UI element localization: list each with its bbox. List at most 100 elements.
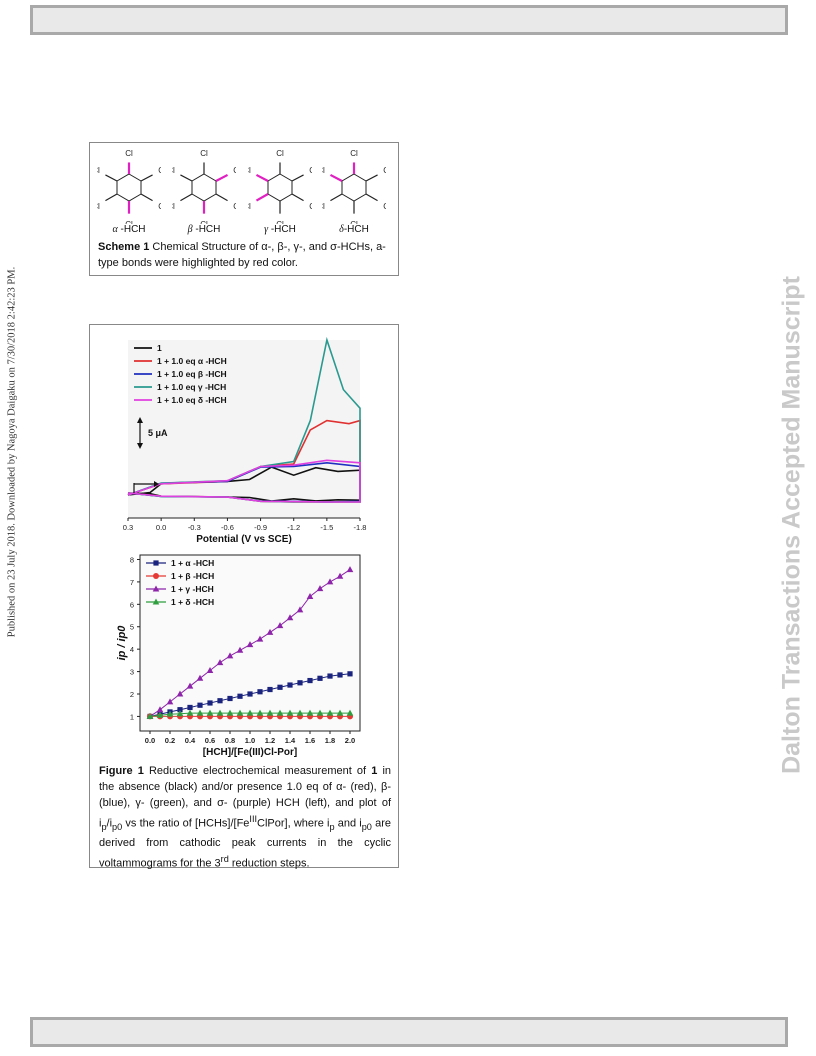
x-tick-label: 0.6 <box>205 736 215 745</box>
legend-label: 1 + 1.0 eq γ -HCH <box>157 382 226 392</box>
data-point <box>237 693 243 699</box>
journal-watermark-text: Dalton Transactions Accepted Manuscript <box>777 276 806 774</box>
scheme-caption: Scheme 1 Chemical Structure of α-, β-, γ… <box>98 239 392 271</box>
cyclohexane-ring <box>341 173 367 202</box>
legend-label: 1 <box>157 343 162 353</box>
x-tick-label: 1.8 <box>325 736 335 745</box>
data-point <box>346 709 354 716</box>
data-point <box>186 709 194 716</box>
chlorine-label: Cl <box>309 166 312 175</box>
chlorine-label: Cl <box>309 202 312 211</box>
x-tick-label: -1.2 <box>287 523 300 532</box>
figure-caption-text: in the absence (black) and/or presence 1… <box>99 765 392 830</box>
x-tick-label: 1.6 <box>305 736 315 745</box>
chlorine-label: Cl <box>158 166 161 175</box>
greek-letter: γ <box>264 224 269 235</box>
data-point <box>227 695 233 702</box>
chlorine-bond <box>330 193 343 202</box>
structure-suffix: -HCH <box>192 224 221 235</box>
hch-structure-diagram: Cl Cl Cl Cl Cl Cl <box>97 150 161 224</box>
data-point <box>317 675 323 681</box>
figure-caption-text: vs the ratio of [HCHs]/[Fe <box>122 817 250 830</box>
data-point <box>216 659 224 666</box>
legend-label: 1 + α -HCH <box>171 558 214 568</box>
highlighted-bond <box>215 173 229 182</box>
chlorine-label: Cl <box>200 220 208 224</box>
scale-bar-arrowhead <box>137 417 143 423</box>
data-point <box>216 709 224 716</box>
structure-label: γ -HCH <box>248 224 312 235</box>
greek-letter: β <box>187 224 193 235</box>
chlorine-label: Cl <box>233 202 236 211</box>
x-tick-label: -1.8 <box>354 523 367 532</box>
chlorine-label: Cl <box>350 220 358 224</box>
chlorine-label: Cl <box>233 166 236 175</box>
chlorine-label: Cl <box>383 166 386 175</box>
chlorine-label: Cl <box>383 202 386 211</box>
data-point <box>257 689 263 695</box>
current-ratio-chart: 1 2 3 4 5 6 7 8 0.0 0.2 0.4 0.6 0.8 1.0 1.2 1.4 1.6 1.8 2.… <box>116 554 361 758</box>
chlorine-label: Cl <box>322 166 325 175</box>
data-point <box>166 710 174 717</box>
data-point <box>207 700 213 706</box>
published-side-text: Published on 23 July 2018. Downloaded by… <box>6 266 18 638</box>
data-point <box>306 709 314 716</box>
chlorine-label: Cl <box>172 166 175 175</box>
figure-caption-text: Reductive electrochemical measurement of <box>143 765 372 777</box>
data-point <box>306 592 314 599</box>
data-point <box>177 707 183 713</box>
data-point <box>146 712 154 719</box>
highlighted-bond <box>255 173 269 182</box>
data-point <box>286 709 294 716</box>
figure-caption-text: ClPor], where i <box>257 817 330 830</box>
y-tick-label: 7 <box>130 578 134 587</box>
x-tick-label: 0.4 <box>185 736 196 745</box>
data-point <box>346 566 354 573</box>
hch-structure-diagram: Cl Cl Cl Cl Cl Cl <box>322 150 386 224</box>
data-point <box>336 572 344 579</box>
data-point <box>336 709 344 716</box>
figure-caption-text: /i <box>106 817 113 830</box>
data-point <box>326 578 334 585</box>
data-point <box>236 646 244 653</box>
compound-number: 1 <box>371 765 378 777</box>
hch-structure-diagram: Cl Cl Cl Cl Cl Cl <box>248 150 312 224</box>
data-point <box>156 711 164 718</box>
scheme-caption-text: Chemical Structure of α-, β-, γ-, and σ-… <box>98 241 386 269</box>
y-axis-title: ip / ip0 <box>116 625 128 661</box>
legend-label: 1 + β -HCH <box>171 571 214 581</box>
x-tick-label: 1.0 <box>245 736 255 745</box>
legend-label: 1 + γ -HCH <box>171 584 214 594</box>
scale-bar-arrowhead <box>137 443 143 449</box>
legend-marker <box>152 598 160 605</box>
chlorine-bond <box>180 174 193 182</box>
scale-bar-label: 5 μA <box>148 428 168 438</box>
legend-label: 1 + 1.0 eq β -HCH <box>157 369 227 379</box>
legend-marker <box>153 560 159 566</box>
data-point <box>287 682 293 688</box>
greek-letter: δ <box>339 224 344 235</box>
chlorine-label: Cl <box>276 150 284 158</box>
data-point <box>277 684 283 690</box>
scan-direction-arrowhead <box>154 481 159 487</box>
data-point <box>286 614 294 621</box>
data-point <box>337 672 343 678</box>
structure-suffix: -HCH <box>268 224 296 235</box>
chlorine-label: Cl <box>248 166 251 175</box>
scheme-box: ClClClClClClα -HCHClClClClClClβ -HCHClCl… <box>89 142 399 276</box>
figure-box: 0.3 0.0 -0.3 -0.6 -0.9 -1.2 -1.5 -1.8 Potential … <box>89 324 399 870</box>
x-tick-label: 0.8 <box>225 736 235 745</box>
hch-structure-diagram: Cl Cl Cl Cl Cl Cl <box>172 150 236 224</box>
legend-label: 1 + δ -HCH <box>171 597 214 607</box>
chlorine-label: Cl <box>322 202 325 211</box>
cyclohexane-ring <box>116 173 142 202</box>
highlighted-bond <box>255 193 269 202</box>
data-point <box>247 691 253 697</box>
published-side-note: Published on 23 July 2018. Downloaded by… <box>2 266 22 638</box>
chlorine-bond <box>140 174 153 182</box>
chlorine-bond <box>365 174 378 182</box>
data-point <box>197 702 203 708</box>
data-point <box>256 635 264 642</box>
figure-caption-text: are derived from cathodic peak currents … <box>99 817 391 870</box>
legend-marker <box>153 573 159 579</box>
